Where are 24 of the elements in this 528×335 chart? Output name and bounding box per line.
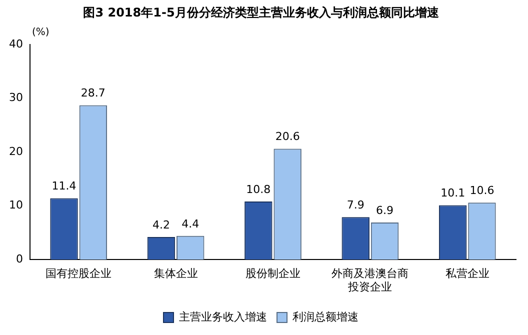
legend-label: 主营业务收入增速	[179, 310, 267, 324]
data-label: 6.9	[376, 204, 394, 217]
y-tick-label: 40	[8, 37, 23, 50]
y-tick-label: 10	[8, 198, 23, 212]
x-tick-label: 国有控股企业	[46, 267, 112, 280]
legend-label: 利润总额增速	[292, 310, 358, 324]
data-label: 10.1	[440, 186, 466, 200]
data-label: 10.6	[470, 184, 494, 197]
y-tick-label: 30	[8, 91, 23, 104]
data-label: 7.9	[346, 198, 364, 212]
data-label: 20.6	[275, 130, 300, 144]
y-tick-label: 0	[16, 252, 23, 266]
x-tick-label: 私营企业	[445, 267, 490, 280]
x-tick-label: 集体企业	[154, 267, 198, 280]
x-tick-label: 股份制企业	[246, 267, 300, 280]
chart-title: 图3 2018年1-5月份分经济类型主营业务收入与利润总额同比增速	[83, 5, 440, 20]
y-axis-title: (%)	[32, 26, 50, 38]
data-label: 4.2	[152, 218, 170, 232]
y-tick-label: 20	[8, 144, 23, 158]
x-tick-label: 外商及港澳台商投资企业	[332, 267, 409, 294]
data-label: 11.4	[52, 180, 76, 193]
data-label: 10.8	[246, 182, 271, 196]
data-label: 4.4	[182, 217, 200, 230]
data-label: 28.7	[80, 86, 106, 100]
